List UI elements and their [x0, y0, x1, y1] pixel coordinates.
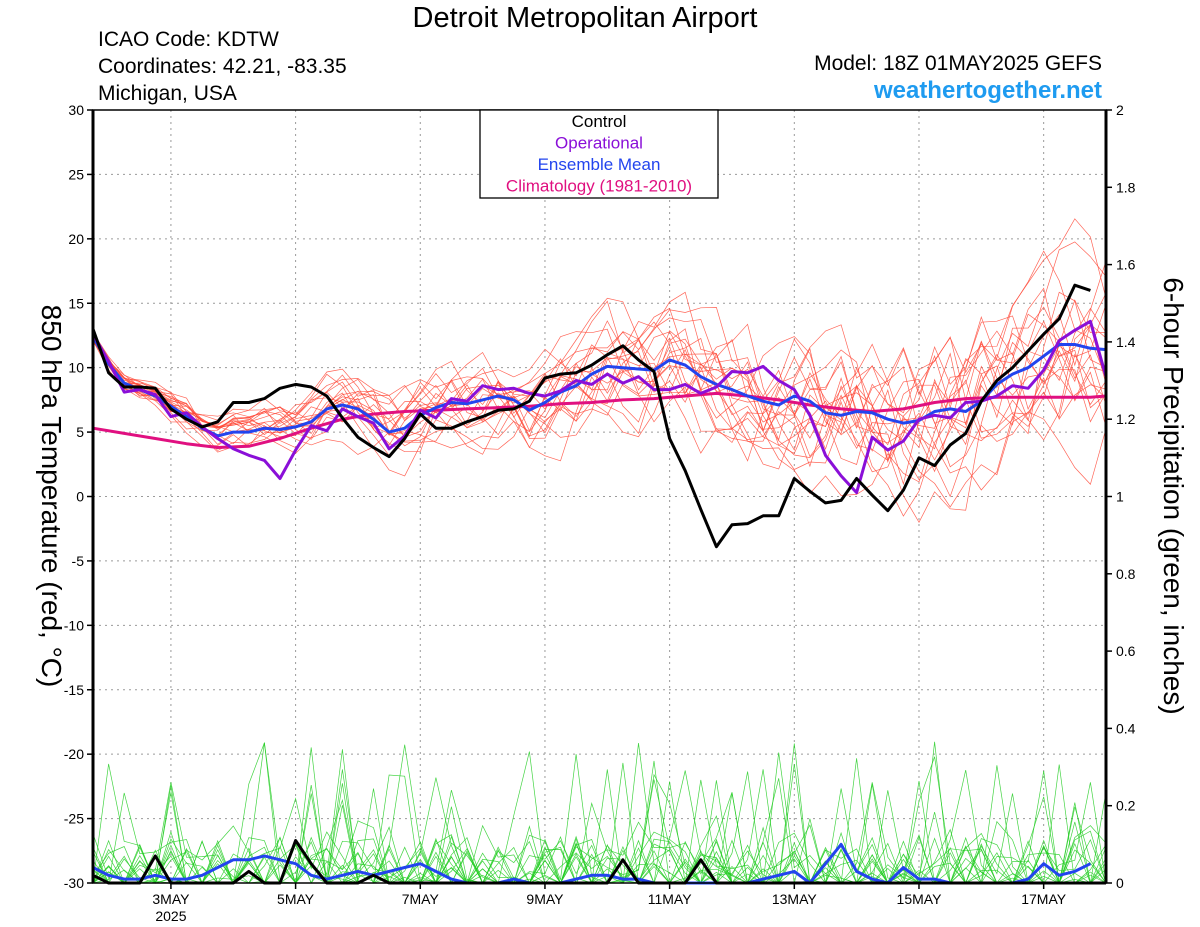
- temperature-operational-line: [91, 319, 1108, 495]
- right-tick-label: 1.4: [1116, 334, 1136, 350]
- left-tick-label: 20: [68, 231, 84, 247]
- legend-entry: Operational: [555, 134, 643, 153]
- grid-lines: [93, 110, 1106, 883]
- left-tick-label: 10: [68, 360, 84, 376]
- right-axis-title: 6-hour Precipitation (green, inches): [1158, 277, 1189, 714]
- x-tick-label: 11MAY: [648, 891, 692, 907]
- left-tick-label: 0: [76, 489, 84, 505]
- left-tick-label: -10: [64, 617, 84, 633]
- precipitation-ensemble-members: [92, 741, 1107, 885]
- legend: Control Operational Ensemble Mean Climatolo…: [479, 109, 719, 199]
- right-tick-label: 0.8: [1116, 566, 1136, 582]
- left-tick-label: -5: [72, 553, 85, 569]
- right-tick-label: 0.4: [1116, 720, 1136, 736]
- temperature-member-line: [92, 297, 1107, 486]
- right-tick-label: 1.6: [1116, 257, 1136, 273]
- legend-entry: Ensemble Mean: [538, 155, 661, 174]
- left-tick-label: 5: [76, 424, 84, 440]
- x-tick-label: 17MAY: [1021, 891, 1067, 907]
- x-tick-label: 9MAY: [526, 891, 564, 907]
- model-run: Model: 18Z 01MAY2025 GEFS: [814, 52, 1102, 75]
- x-tick-label: 3MAY: [152, 891, 190, 907]
- right-tick-label: 0: [1116, 875, 1124, 891]
- precipitation-member-line: [92, 778, 1107, 885]
- series-lines: [91, 283, 1108, 885]
- year-label: 2025: [155, 908, 186, 924]
- precipitation-member-line: [92, 779, 1106, 885]
- precipitation-ensemble-mean-line: [92, 842, 1092, 885]
- precipitation-member-line: [93, 744, 1107, 885]
- right-tick-label: 0.2: [1116, 798, 1136, 814]
- left-tick-label: 25: [68, 166, 84, 182]
- x-tick-label: 15MAY: [897, 891, 943, 907]
- right-tick-label: 1.8: [1116, 179, 1136, 195]
- temperature-member-line: [92, 323, 1107, 461]
- left-tick-label: 15: [68, 295, 84, 311]
- right-tick-label: 0.6: [1116, 643, 1136, 659]
- axes-ticks: 302520151050-5-10-15-20-25-3021.81.61.41…: [64, 102, 1136, 924]
- temperature-member-line: [92, 299, 1107, 462]
- x-tick-label: 5MAY: [277, 891, 315, 907]
- temperature-climatology-line: [92, 391, 1107, 449]
- precipitation-member-line: [92, 743, 1106, 885]
- temperature-member-line: [92, 260, 1107, 461]
- site-link[interactable]: weathertogether.net: [873, 77, 1102, 104]
- x-tick-label: 13MAY: [772, 891, 818, 907]
- left-tick-label: -25: [64, 811, 84, 827]
- right-tick-label: 1.2: [1116, 411, 1136, 427]
- icao-code: ICAO Code: KDTW: [98, 28, 279, 51]
- coordinates: Coordinates: 42.21, -83.35: [98, 55, 347, 78]
- temperature-member-line: [92, 304, 1107, 496]
- temperature-ensemble-mean-line: [91, 335, 1107, 438]
- temperature-member-line: [92, 287, 1107, 461]
- temperature-control-line: [91, 283, 1091, 549]
- legend-entry: Control: [572, 112, 627, 131]
- left-tick-label: -15: [64, 682, 84, 698]
- temperature-member-line: [92, 331, 1107, 508]
- temperature-member-line: [92, 291, 1107, 491]
- left-tick-label: -30: [64, 875, 84, 891]
- temperature-member-line: [92, 313, 1107, 517]
- chart-title: Detroit Metropolitan Airport: [412, 2, 758, 34]
- region: Michigan, USA: [98, 82, 237, 105]
- left-tick-label: 30: [68, 102, 84, 118]
- left-tick-label: -20: [64, 746, 84, 762]
- x-tick-label: 7MAY: [402, 891, 440, 907]
- right-tick-label: 2: [1116, 102, 1124, 118]
- temperature-member-line: [92, 315, 1107, 463]
- legend-box: [479, 109, 719, 199]
- precipitation-member-line: [92, 756, 1107, 885]
- right-tick-label: 1: [1116, 489, 1124, 505]
- temperature-member-line: [92, 250, 1107, 473]
- legend-entry: Climatology (1981-2010): [506, 177, 692, 196]
- left-axis-title: 850 hPa Temperature (red, °C): [36, 305, 67, 688]
